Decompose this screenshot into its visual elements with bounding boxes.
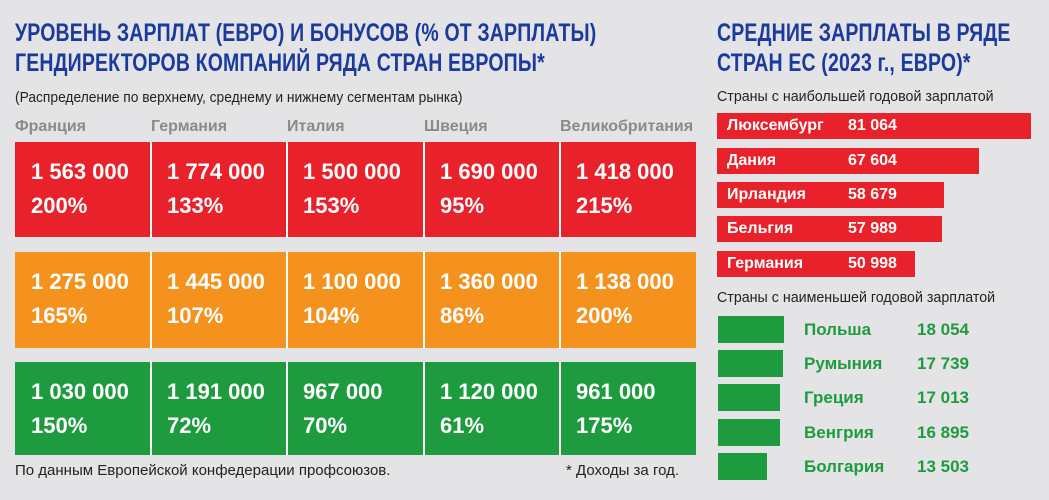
- bonus-value: 72%: [167, 413, 212, 438]
- bonus-value: 133%: [167, 193, 224, 218]
- highest-salary-bar: [717, 251, 915, 277]
- bar-country-label: Люксембург: [727, 117, 824, 134]
- right-title-line2: СТРАН ЕС (2023 г., ЕВРО)*: [717, 49, 971, 77]
- column-divider: [559, 362, 561, 455]
- bar-country-label: Болгария: [804, 457, 885, 476]
- left-chart-title: УРОВЕНЬ ЗАРПЛАТ (ЕВРО) И БОНУСОВ (% ОТ З…: [15, 18, 701, 78]
- column-divider: [423, 362, 425, 455]
- bar-value-label: 67 604: [848, 152, 897, 169]
- bar-value-label: 17 013: [917, 388, 969, 407]
- lowest-salary-bar: [718, 453, 767, 480]
- right-chart-title: СРЕДНИЕ ЗАРПЛАТЫ В РЯДЕ СТРАН ЕС (2023 г…: [717, 18, 1045, 78]
- bonus-value: 165%: [31, 303, 88, 328]
- salary-value: 1 563 000: [31, 159, 129, 184]
- left-subtitle: (Распределение по верхнему, среднему и н…: [15, 89, 463, 106]
- bar-value-label: 50 998: [848, 255, 897, 272]
- bonus-value: 104%: [303, 303, 360, 328]
- bonus-value: 153%: [303, 193, 360, 218]
- salary-value: 1 120 000: [440, 379, 538, 404]
- salary-value: 1 445 000: [167, 269, 265, 294]
- bar-country-label: Румыния: [804, 354, 883, 373]
- bar-value-label: 58 679: [848, 186, 897, 203]
- bar-value-label: 81 064: [848, 117, 897, 134]
- bar-value-label: 17 739: [917, 354, 969, 373]
- bar-value-label: 57 989: [848, 220, 897, 237]
- bar-country-label: Германия: [727, 255, 804, 272]
- upper-segment-band: [15, 142, 696, 237]
- country-header: Швеция: [424, 118, 488, 135]
- bonus-value: 200%: [576, 303, 633, 328]
- bar-country-label: Бельгия: [727, 220, 794, 237]
- highest-salary-bar: [717, 113, 1031, 139]
- column-divider: [559, 142, 561, 237]
- left-title-line1: УРОВЕНЬ ЗАРПЛАТ (ЕВРО) И БОНУСОВ (% ОТ З…: [15, 19, 597, 47]
- salary-value: 961 000: [576, 379, 656, 404]
- left-title-line2: ГЕНДИРЕКТОРОВ КОМПАНИЙ РЯДА СТРАН ЕВРОПЫ…: [15, 49, 545, 77]
- salary-value: 1 418 000: [576, 159, 674, 184]
- column-divider: [150, 252, 152, 348]
- bonus-value: 70%: [303, 413, 348, 438]
- column-divider: [150, 362, 152, 455]
- highest-salary-bar: [717, 182, 944, 208]
- salary-value: 1 275 000: [31, 269, 129, 294]
- highest-salary-bar: [717, 216, 942, 242]
- bonus-value: 86%: [440, 303, 485, 328]
- salary-value: 1 500 000: [303, 159, 401, 184]
- column-divider: [286, 142, 288, 237]
- bar-country-label: Венгрия: [804, 423, 874, 442]
- income-footnote: * Доходы за год.: [566, 462, 680, 479]
- country-header: Германия: [151, 118, 228, 135]
- salary-value: 1 774 000: [167, 159, 265, 184]
- bar-value-label: 18 054: [917, 320, 969, 339]
- salary-value: 1 030 000: [31, 379, 129, 404]
- column-divider: [286, 362, 288, 455]
- bonus-value: 200%: [31, 193, 88, 218]
- bar-country-label: Греция: [804, 388, 864, 407]
- column-divider: [150, 142, 152, 237]
- bar-country-label: Дания: [727, 152, 777, 169]
- lowest-salary-bar: [718, 384, 780, 411]
- column-divider: [559, 252, 561, 348]
- source-note: По данным Европейской конфедерации профс…: [15, 462, 391, 479]
- middle-segment-band: [15, 252, 696, 348]
- salary-value: 1 138 000: [576, 269, 674, 294]
- highest-salary-label: Страны с наибольшей годовой зарплатой: [717, 88, 994, 105]
- salary-value: 967 000: [303, 379, 383, 404]
- bonus-value: 95%: [440, 193, 485, 218]
- lowest-salary-bar: [718, 419, 780, 446]
- column-divider: [286, 252, 288, 348]
- salary-value: 1 360 000: [440, 269, 538, 294]
- bar-value-label: 16 895: [917, 423, 969, 442]
- country-header: Италия: [287, 118, 345, 135]
- bar-country-label: Польша: [804, 320, 872, 339]
- bonus-value: 107%: [167, 303, 224, 328]
- highest-salary-bar: [717, 148, 979, 174]
- lower-segment-band: [15, 362, 696, 455]
- lowest-salary-bar: [718, 316, 784, 343]
- column-divider: [423, 142, 425, 237]
- country-header: Франция: [15, 118, 86, 135]
- bar-value-label: 13 503: [917, 457, 969, 476]
- lowest-salary-bar: [718, 350, 783, 377]
- salary-value: 1 100 000: [303, 269, 401, 294]
- lowest-salary-label: Страны с наименьшей годовой зарплатой: [717, 289, 996, 306]
- bonus-value: 175%: [576, 413, 633, 438]
- column-divider: [423, 252, 425, 348]
- country-header: Великобритания: [560, 118, 694, 135]
- right-title-line1: СРЕДНИЕ ЗАРПЛАТЫ В РЯДЕ: [717, 19, 1011, 47]
- salary-value: 1 690 000: [440, 159, 538, 184]
- bonus-value: 61%: [440, 413, 485, 438]
- salary-value: 1 191 000: [167, 379, 265, 404]
- bonus-value: 150%: [31, 413, 88, 438]
- bar-country-label: Ирландия: [727, 186, 806, 203]
- bonus-value: 215%: [576, 193, 633, 218]
